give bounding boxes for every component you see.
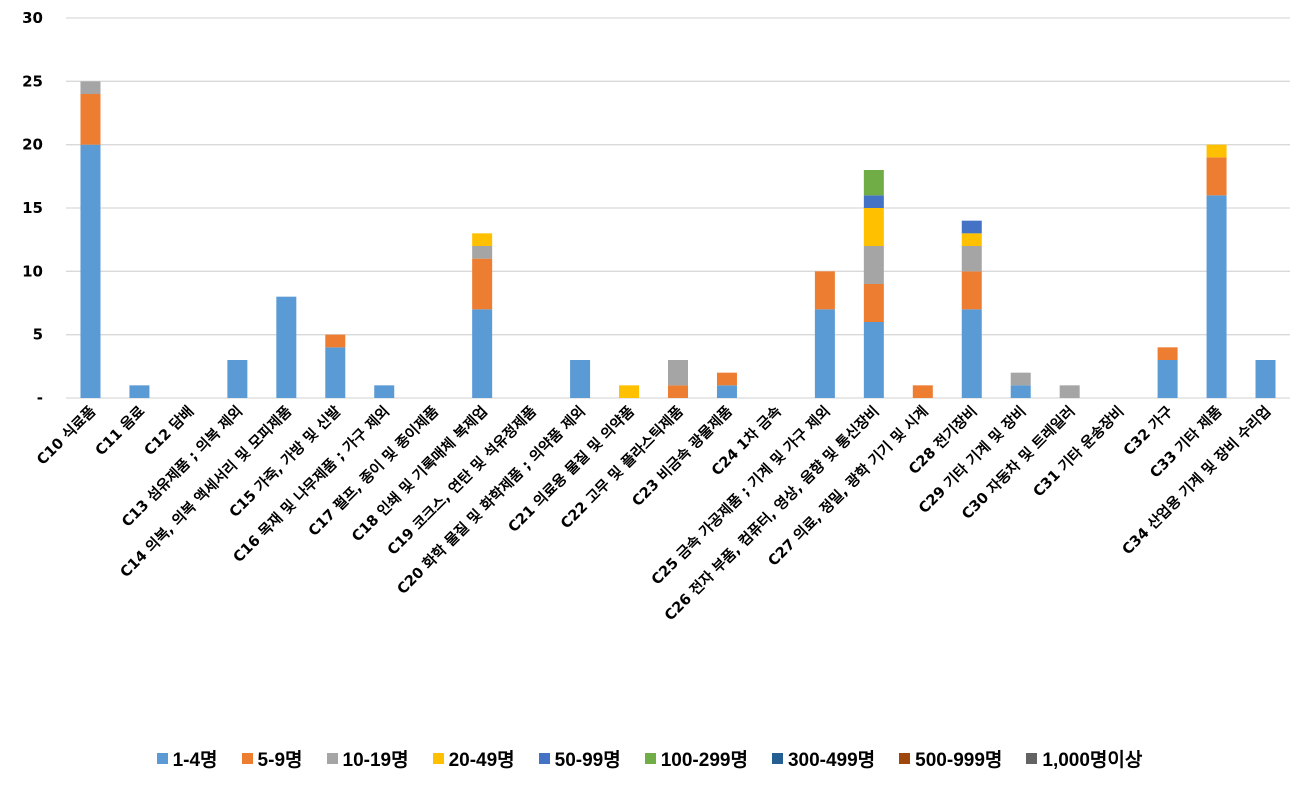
legend-swatch [1026, 753, 1038, 764]
bar-segment [472, 246, 493, 259]
legend-item: 1,000명이상 [1026, 745, 1142, 772]
y-tick-label: - [37, 389, 43, 407]
bar-segment [1010, 385, 1031, 398]
bar-segment [961, 220, 982, 234]
bars [80, 81, 1276, 398]
legend-swatch [538, 753, 550, 764]
bar-segment [863, 208, 884, 246]
bar-segment [276, 296, 297, 398]
bar-segment [863, 195, 884, 208]
legend-swatch [326, 753, 338, 764]
bar-segment [1059, 385, 1080, 398]
bar-segment [472, 233, 493, 246]
legend-item: 50-99명 [538, 745, 621, 772]
x-tick-label: C10 식료품 [34, 403, 100, 469]
bar-segment [863, 322, 884, 398]
legend-swatch [241, 753, 253, 764]
bar-segment [912, 385, 933, 398]
legend-label: 1,000명이상 [1042, 750, 1143, 771]
bar-segment [716, 372, 737, 386]
legend-item: 20-49명 [432, 745, 515, 772]
bar-segment [80, 94, 101, 145]
legend-label: 1-4명 [172, 750, 218, 771]
x-tick-label: C11 음료 [92, 403, 148, 459]
y-axis: - 5 10 15 20 25 30 [22, 9, 43, 407]
legend-label: 50-99명 [554, 750, 621, 771]
bar-segment [129, 385, 150, 398]
bar-segment [863, 284, 884, 322]
bar-segment [325, 334, 346, 348]
bar-segment [1206, 144, 1227, 158]
y-tick-label: 10 [22, 262, 43, 280]
bar-segment [814, 309, 835, 398]
legend-label: 300-499명 [787, 750, 876, 771]
bar-segment [1255, 360, 1276, 398]
legend-item: 10-19명 [326, 745, 409, 772]
legend-swatch [899, 753, 911, 764]
bar-segment [472, 258, 493, 310]
legend-label: 5-9명 [257, 750, 303, 771]
bar-segment [1010, 372, 1031, 386]
bar-segment [227, 360, 248, 398]
legend-item: 1-4명 [156, 745, 218, 772]
legend-item: 5-9명 [241, 745, 303, 772]
legend-label: 100-299명 [660, 750, 748, 771]
bar-segment [1157, 360, 1178, 398]
bar-segment [619, 385, 640, 398]
bar-segment [1206, 157, 1227, 196]
bar-segment [325, 347, 346, 398]
y-tick-label: 25 [22, 72, 43, 90]
bar-segment [863, 246, 884, 284]
legend-swatch [432, 753, 444, 764]
x-tick-label: C25 금속 가공제품 ; 기계 및 가구 제외 [647, 402, 833, 588]
bar-segment [961, 246, 982, 272]
legend-label: 10-19명 [342, 750, 409, 771]
legend-item: 300-499명 [771, 745, 876, 772]
bar-segment [374, 385, 395, 398]
bar-segment [716, 385, 737, 398]
bar-segment [668, 385, 688, 398]
bar-segment [961, 309, 982, 398]
bar-segment [80, 81, 101, 94]
legend-swatch [771, 753, 783, 764]
bar-segment [1206, 195, 1227, 398]
legend-swatch [156, 753, 168, 764]
bar-segment [961, 271, 982, 310]
bar-segment [1157, 347, 1178, 360]
x-tick-label: C14 의복, 의복 액세서리 및 모피제품 [116, 402, 295, 581]
y-tick-label: 30 [22, 9, 43, 27]
bar-segment [814, 271, 835, 310]
bar-segment [472, 309, 493, 398]
legend-item: 500-999명 [899, 745, 1002, 772]
y-tick-label: 15 [22, 199, 43, 217]
legend: 1-4명 5-9명 10-19명 20-49명 50-99명 100-299명 300-49… [0, 745, 1299, 772]
gridlines [66, 17, 1290, 399]
legend-swatch [644, 753, 656, 764]
bar-segment [80, 144, 101, 398]
legend-item: 100-299명 [644, 745, 748, 772]
x-tick-label: C31 기타 운송장비 [1029, 402, 1127, 500]
y-tick-label: 20 [22, 136, 43, 154]
bar-segment [668, 360, 688, 386]
bar-segment [961, 233, 982, 246]
y-tick-label: 5 [33, 326, 43, 344]
legend-label: 20-49명 [448, 750, 515, 771]
legend-label: 500-999명 [915, 750, 1003, 771]
bar-segment [570, 360, 591, 398]
bar-segment [863, 170, 884, 196]
